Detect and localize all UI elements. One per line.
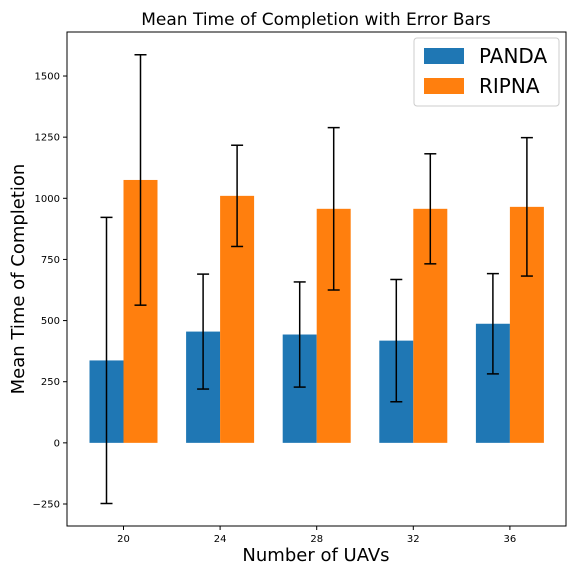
legend-swatch-panda (424, 48, 464, 64)
x-tick-label: 28 (310, 534, 323, 545)
x-tick-label: 32 (407, 534, 420, 545)
y-tick-label: 250 (41, 377, 60, 388)
legend-label-panda: PANDA (479, 44, 547, 68)
y-tick-label: 1250 (35, 133, 60, 144)
legend: PANDA RIPNA (413, 37, 560, 107)
error-bar-panda-32 (390, 278, 403, 403)
x-axis-label: Number of UAVs (242, 545, 389, 566)
error-bar-panda-20 (100, 216, 113, 505)
error-bar-ripna-28 (327, 126, 340, 291)
error-bar-panda-36 (486, 272, 499, 375)
y-tick-label: 0 (54, 438, 60, 449)
y-tick-label: 750 (41, 255, 60, 266)
y-tick-label: 1000 (35, 194, 60, 205)
legend-swatch-ripna (424, 78, 464, 94)
y-tick-label: −250 (33, 499, 60, 510)
chart-title: Mean Time of Completion with Error Bars (141, 10, 491, 30)
plot-area: −250 0 250 500 750 1000 1250 1500 20 24 28 32 36 (33, 31, 567, 545)
y-axis-label: Mean Time of Completion (8, 164, 29, 395)
error-bar-ripna-20 (134, 53, 147, 306)
y-tick-label: 1500 (35, 72, 60, 83)
error-bar-ripna-32 (424, 153, 437, 265)
x-tick-label: 24 (214, 534, 227, 545)
legend-label-ripna: RIPNA (479, 74, 540, 98)
error-bar-panda-28 (293, 281, 306, 388)
x-tick-label: 20 (117, 534, 130, 545)
error-bar-ripna-24 (231, 144, 244, 248)
error-bar-ripna-36 (520, 136, 533, 277)
x-tick-label: 36 (504, 534, 517, 545)
error-bar-panda-24 (197, 273, 210, 390)
y-tick-label: 500 (41, 316, 60, 327)
